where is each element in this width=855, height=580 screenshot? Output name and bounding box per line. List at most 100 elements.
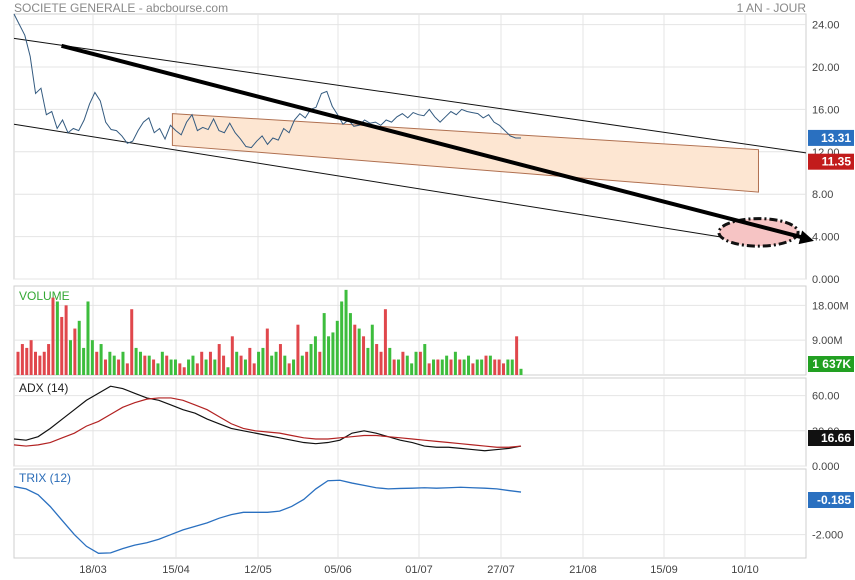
- volume-bar: [121, 351, 125, 375]
- volume-bar: [68, 340, 72, 375]
- volume-bar: [467, 355, 471, 375]
- volume-bar: [484, 355, 488, 375]
- x-tick-label: 27/07: [487, 564, 515, 576]
- volume-bar: [86, 301, 90, 375]
- volume-bar: [274, 351, 278, 375]
- volume-bar: [445, 355, 449, 375]
- volume-bar: [90, 340, 94, 375]
- volume-bar: [38, 355, 42, 375]
- volume-bar: [309, 344, 313, 375]
- trix-y-tick-label: -2.000: [812, 530, 843, 542]
- volume-bar: [401, 351, 405, 375]
- volume-bar: [296, 324, 300, 375]
- adx-y-tick-label: 60.00: [812, 391, 840, 403]
- volume-bar: [103, 359, 107, 375]
- trend-channel-line: [13, 123, 759, 244]
- x-tick-label: 12/05: [244, 564, 272, 576]
- volume-bar: [226, 367, 230, 375]
- volume-bar: [257, 351, 261, 375]
- volume-bar: [388, 347, 392, 375]
- volume-bar: [405, 355, 409, 375]
- volume-bar: [327, 336, 331, 375]
- volume-bar: [418, 351, 422, 375]
- volume-bar: [173, 359, 177, 375]
- last-price-badge-bg: [808, 129, 854, 146]
- volume-bar: [160, 351, 164, 375]
- volume-bar: [243, 359, 247, 375]
- adx-panel-title: ADX (14): [19, 381, 69, 395]
- volume-bar: [117, 359, 121, 375]
- volume-bar: [278, 344, 282, 375]
- volume-bar: [397, 359, 401, 375]
- price-y-tick-label: 20.00: [812, 62, 840, 74]
- volume-bar: [208, 351, 212, 375]
- volume-bar: [502, 363, 506, 375]
- volume-bar: [125, 363, 129, 375]
- volume-bar: [362, 336, 366, 375]
- volume-bar: [99, 344, 103, 375]
- volume-bar: [270, 355, 274, 375]
- volume-bar: [204, 359, 208, 375]
- volume-bar: [305, 351, 309, 375]
- x-tick-label: 21/08: [569, 564, 597, 576]
- volume-bar: [432, 359, 436, 375]
- adx-badge-bg: [808, 430, 854, 446]
- trix-badge: -0.185: [817, 493, 851, 507]
- volume-bar: [60, 316, 64, 375]
- volume-bar: [313, 336, 317, 375]
- volume-bar: [427, 363, 431, 375]
- volume-bar: [77, 320, 81, 375]
- target-price-badge: 11.35: [822, 155, 852, 169]
- volume-badge-bg: [808, 356, 854, 372]
- volume-bar: [25, 347, 29, 375]
- volume-bar: [82, 347, 86, 375]
- volume-bar: [143, 355, 147, 375]
- x-tick-label: 01/07: [405, 564, 433, 576]
- volume-badge: 1 637K: [812, 357, 851, 371]
- trix-line: [13, 479, 522, 554]
- volume-bar: [252, 363, 256, 375]
- period-label[interactable]: 1 AN - JOUR: [736, 1, 806, 15]
- volume-bar: [366, 347, 370, 375]
- volume-bar: [292, 359, 296, 375]
- volume-bar: [20, 344, 24, 375]
- volume-bar: [497, 359, 501, 375]
- volume-bar: [29, 340, 33, 375]
- volume-bar: [147, 355, 151, 375]
- volume-bar: [475, 359, 479, 375]
- volume-bar: [519, 368, 523, 375]
- volume-bar: [191, 355, 195, 375]
- volume-bar: [318, 351, 322, 375]
- volume-bar: [235, 351, 239, 375]
- volume-bar: [178, 363, 182, 375]
- volume-bar: [480, 359, 484, 375]
- volume-bar: [414, 351, 418, 375]
- trix-panel-title: TRIX (12): [19, 471, 72, 485]
- volume-bar: [340, 301, 344, 375]
- volume-bar: [134, 347, 138, 375]
- adx-y-tick-label: 0.000: [812, 461, 840, 473]
- x-tick-label: 15/04: [162, 564, 190, 576]
- volume-bar: [471, 363, 475, 375]
- volume-bar: [335, 320, 339, 375]
- price-y-tick-label: 0.000: [812, 274, 840, 286]
- target-price-badge-bg: [808, 153, 854, 170]
- volume-bar: [165, 355, 169, 375]
- x-tick-label: 18/03: [79, 564, 107, 576]
- volume-bar: [370, 324, 374, 375]
- price-y-tick-label: 8.00: [812, 189, 833, 201]
- volume-bar: [130, 309, 134, 375]
- trend-channel-line: [13, 37, 807, 154]
- volume-bar: [230, 336, 234, 375]
- volume-bar: [344, 289, 348, 375]
- volume-bar: [51, 297, 55, 375]
- adx-panel-frame: [13, 377, 807, 467]
- volume-bar: [462, 359, 466, 375]
- volume-panel-title: VOLUME: [19, 289, 70, 303]
- volume-bar: [47, 344, 51, 375]
- overlay-channel: [171, 113, 759, 193]
- volume-bar: [152, 359, 156, 375]
- adx-signal-line: [13, 397, 522, 448]
- volume-bar: [436, 359, 440, 375]
